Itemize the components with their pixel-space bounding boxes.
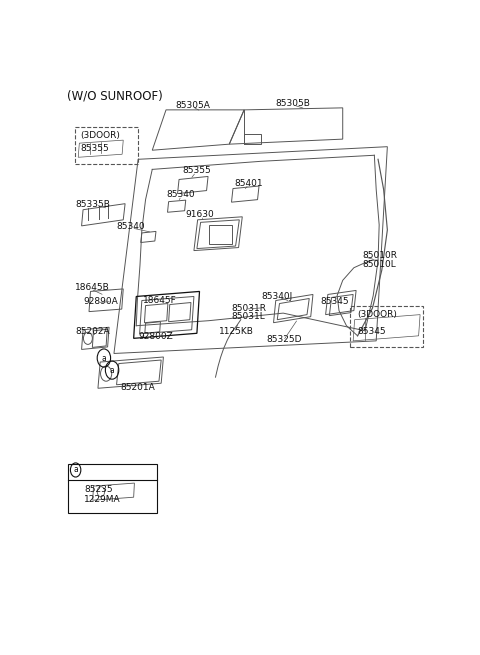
Text: (3DOOR): (3DOOR) [81,130,120,140]
Text: 85345: 85345 [358,328,386,336]
Bar [75,126,138,164]
Text: 85010L: 85010L [362,259,396,269]
Text: 18645F: 18645F [144,296,177,305]
Text: 85010R: 85010R [362,251,397,259]
Text: 85201A: 85201A [120,383,155,392]
Text: a: a [73,466,78,474]
Text: 92890A: 92890A [83,297,118,306]
Text: 85340: 85340 [167,190,195,199]
Text: 85340J: 85340J [262,292,293,301]
Text: 85235: 85235 [84,485,113,494]
Bar [209,225,232,244]
Text: 85202A: 85202A [75,328,109,336]
Text: 1125KB: 1125KB [219,328,254,336]
Text: 85031R: 85031R [231,303,266,312]
Bar [68,464,157,514]
Text: 85325D: 85325D [266,335,301,345]
Text: (W/O SUNROOF): (W/O SUNROOF) [67,90,163,103]
Text: 92800Z: 92800Z [139,332,174,341]
Text: 91630: 91630 [186,210,215,219]
Text: 1229MA: 1229MA [84,495,121,504]
Text: 85401: 85401 [234,179,263,188]
Text: 85305B: 85305B [276,100,311,108]
Text: 85355: 85355 [81,143,109,153]
Text: 85340: 85340 [117,223,145,231]
Text: 85305A: 85305A [175,102,210,110]
Bar [350,305,423,347]
Text: 18645B: 18645B [75,284,109,292]
Text: (3DOOR): (3DOOR) [358,310,397,319]
Text: 85355: 85355 [182,166,211,175]
Text: 85345: 85345 [321,297,349,306]
Text: a: a [102,354,106,362]
Text: a: a [110,365,114,375]
Text: 85335B: 85335B [75,200,110,209]
Text: 85031L: 85031L [231,312,265,321]
